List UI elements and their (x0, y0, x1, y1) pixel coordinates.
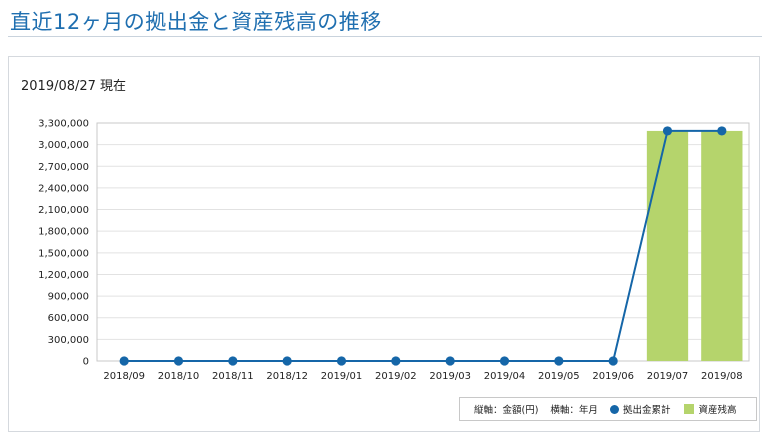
x-tick-label: 2019/05 (538, 371, 580, 382)
chart-panel: 2019/08/27 現在 0 300,000 600,000 900,000 1,20… (8, 56, 760, 432)
x-tick-label: 2019/02 (375, 371, 417, 382)
x-tick-label: 2018/12 (266, 371, 308, 382)
x-tick-label: 2019/04 (484, 371, 526, 382)
bar (701, 130, 743, 361)
x-tick-label: 2019/03 (429, 371, 471, 382)
chart-legend: 縦軸：金額(円) 横軸：年月 拠出金累計 資産残高 (459, 397, 757, 421)
legend-bar-marker-icon (684, 404, 695, 414)
line-point (445, 356, 455, 366)
y-tick-label: 900,000 (48, 292, 89, 303)
y-tick-label: 600,000 (48, 313, 89, 324)
legend-line-marker-icon (609, 404, 619, 414)
line-point (336, 356, 347, 366)
legend-line-label: 拠出金累計 (622, 405, 671, 416)
line-point (499, 356, 510, 366)
line-point (662, 126, 673, 136)
as-of-date: 2019/08/27 現在 (21, 79, 127, 94)
x-tick-label: 2019/01 (321, 371, 363, 382)
y-tick-label: 2,100,000 (38, 205, 89, 216)
x-tick-label: 2018/11 (212, 371, 254, 382)
x-tick-label: 2018/10 (158, 371, 200, 382)
page-title: 直近12ヶ月の拠出金と資産残高の推移 (10, 10, 382, 34)
chart-canvas: 0 300,000 600,000 900,000 1,200,000 1,500,000… (38, 119, 750, 382)
legend-bar-label: 資産残高 (698, 405, 737, 416)
line-point (173, 356, 184, 366)
x-tick-label: 2018/09 (103, 371, 145, 382)
line-series (124, 129, 722, 362)
line-point (228, 356, 238, 366)
y-tick-label: 1,500,000 (38, 248, 89, 259)
y-tick-label: 2,400,000 (38, 183, 89, 194)
y-tick-label: 3,000,000 (38, 140, 89, 151)
y-tick-label: 300,000 (48, 335, 89, 346)
line-point (119, 356, 129, 366)
line-point (608, 356, 618, 366)
bar (646, 130, 689, 361)
line-point (391, 356, 401, 366)
x-tick-label: 2019/06 (592, 371, 634, 382)
legend-horizontal-axis-note: 横軸：年月 (550, 405, 598, 416)
line-point (717, 126, 727, 136)
y-tick-label: 1,200,000 (38, 270, 89, 281)
y-tick-label: 1,800,000 (38, 227, 89, 238)
y-tick-label: 2,700,000 (38, 162, 89, 173)
x-tick-label: 2019/08 (701, 371, 743, 382)
line-point (554, 356, 564, 366)
title-divider (8, 36, 762, 37)
y-tick-label: 0 (83, 357, 89, 368)
line-point (282, 356, 292, 366)
x-tick-label: 2019/07 (647, 371, 689, 382)
y-tick-label: 3,300,000 (38, 119, 89, 130)
legend-vertical-axis-note: 縦軸：金額(円) (474, 405, 539, 416)
